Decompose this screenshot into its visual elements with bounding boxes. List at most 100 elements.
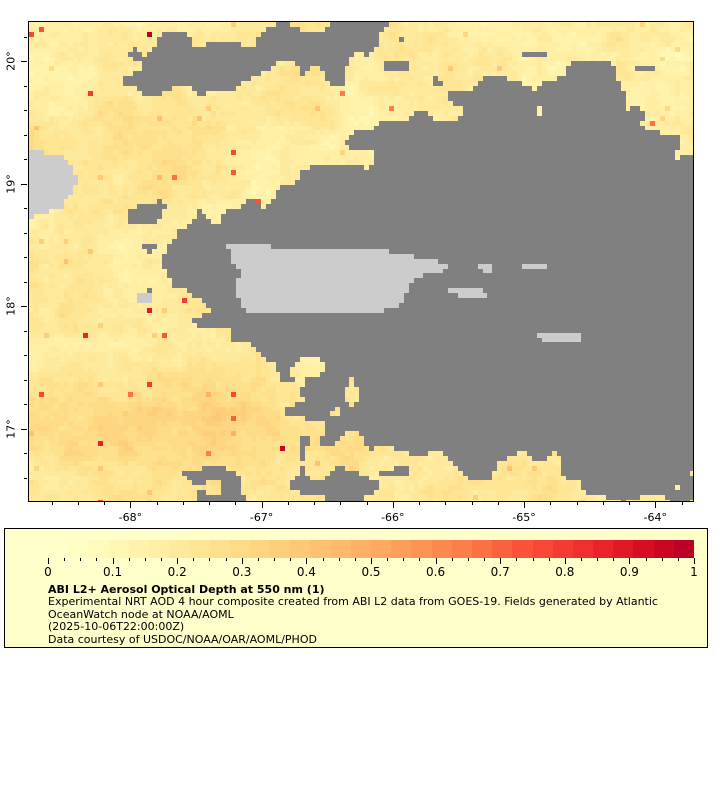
- colorbar-minor-tick: [613, 558, 614, 561]
- colorbar-major-tick: [177, 558, 178, 564]
- colorbar-minor-tick: [452, 558, 453, 561]
- y-axis-minor-tick: [24, 37, 27, 38]
- y-axis-minor-tick: [24, 208, 27, 209]
- colorbar-minor-tick: [193, 558, 194, 561]
- x-axis-minor-tick: [577, 502, 578, 505]
- x-axis-major-tick: [262, 502, 263, 508]
- y-axis-minor-tick: [24, 380, 27, 381]
- x-axis-minor-tick: [104, 502, 105, 505]
- colorbar-minor-tick: [355, 558, 356, 561]
- colorbar-minor-tick: [96, 558, 97, 561]
- colorbar-major-tick: [629, 558, 630, 564]
- x-axis-minor-tick: [445, 502, 446, 505]
- y-axis-minor-tick: [24, 282, 27, 283]
- colorbar-minor-tick: [646, 558, 647, 561]
- x-axis-minor-tick: [157, 502, 158, 505]
- y-axis-major-tick: [21, 184, 27, 185]
- colorbar-minor-tick: [129, 558, 130, 561]
- colorbar-minor-tick: [387, 558, 388, 561]
- y-axis-tick-label: 18°: [4, 296, 18, 317]
- colorbar-minor-tick: [274, 558, 275, 561]
- colorbar-minor-tick: [581, 558, 582, 561]
- x-axis-minor-tick: [183, 502, 184, 505]
- x-axis-minor-tick: [209, 502, 210, 505]
- colorbar-tick-label: 0.9: [619, 565, 639, 579]
- y-axis-tick-label: 20°: [4, 51, 18, 72]
- colorbar-minor-tick: [484, 558, 485, 561]
- legend-courtesy: Data courtesy of USDOC/NOAA/OAR/AOML/PHO…: [48, 632, 317, 646]
- legend-title: ABI L2+ Aerosol Optical Depth at 550 nm …: [48, 583, 325, 596]
- colorbar-major-tick: [565, 558, 566, 564]
- colorbar-tick-label: 0.5: [361, 565, 381, 579]
- colorbar-major-tick: [371, 558, 372, 564]
- colorbar-major-tick: [113, 558, 114, 564]
- x-axis-minor-tick: [498, 502, 499, 505]
- map-plot-area[interactable]: [28, 21, 694, 502]
- x-axis-tick-label: -67°: [249, 511, 274, 524]
- aod-raster-layer: [29, 22, 693, 501]
- y-axis-minor-tick: [24, 404, 27, 405]
- colorbar-major-tick: [48, 558, 49, 564]
- x-axis-minor-tick: [52, 502, 53, 505]
- y-axis-tick-label: 17°: [4, 419, 18, 439]
- x-axis-major-tick: [655, 502, 656, 508]
- colorbar-minor-tick: [226, 558, 227, 561]
- colorbar-minor-tick: [597, 558, 598, 561]
- y-axis-major-tick: [21, 61, 27, 62]
- y-axis-minor-tick: [24, 331, 27, 332]
- y-axis-minor-tick: [24, 159, 27, 160]
- legend-timestamp: (2025-10-06T22:00:00Z): [48, 620, 185, 633]
- colorbar-minor-tick: [549, 558, 550, 561]
- y-axis-minor-tick: [24, 110, 27, 111]
- colorbar-tick-label: 0.6: [426, 565, 446, 579]
- x-axis-minor-tick: [367, 502, 368, 505]
- colorbar-tick-label: 0: [44, 565, 52, 579]
- colorbar: [48, 540, 694, 558]
- colorbar-minor-tick: [516, 558, 517, 561]
- x-axis-minor-tick: [603, 502, 604, 505]
- colorbar-ticks: [48, 558, 695, 566]
- x-axis-major-tick: [393, 502, 394, 508]
- y-axis-minor-tick: [24, 453, 27, 454]
- legend-description-line-1: Experimental NRT AOD 4 hour composite cr…: [48, 595, 658, 608]
- x-axis-minor-tick: [235, 502, 236, 505]
- colorbar-major-tick: [306, 558, 307, 564]
- colorbar-tick-labels: 0 0.1 0.2 0.3 0.4 0.5 0.6 0.7 0.8 0.9 1: [44, 565, 698, 581]
- colorbar-gradient: [48, 540, 694, 558]
- colorbar-minor-tick: [161, 558, 162, 561]
- colorbar-minor-tick: [419, 558, 420, 561]
- y-axis-minor-tick: [24, 86, 27, 87]
- colorbar-tick-label: 0.3: [232, 565, 252, 579]
- colorbar-minor-tick: [533, 558, 534, 561]
- legend-description-line-2: OceanWatch node at NOAA/AOML: [48, 607, 234, 621]
- legend-text-block: ABI L2+ Aerosol Optical Depth at 550 nm …: [48, 583, 703, 646]
- colorbar-minor-tick: [662, 558, 663, 561]
- x-axis-minor-tick: [314, 502, 315, 505]
- y-axis-major-tick: [21, 429, 27, 430]
- x-axis-minor-tick: [682, 502, 683, 505]
- colorbar-minor-tick: [403, 558, 404, 561]
- colorbar-major-tick: [242, 558, 243, 564]
- x-axis-major-tick: [130, 502, 131, 508]
- y-axis-major-tick: [21, 306, 27, 307]
- colorbar-major-tick: [694, 558, 695, 564]
- colorbar-tick-label: 0.1: [103, 565, 123, 579]
- colorbar-minor-tick: [323, 558, 324, 561]
- colorbar-major-tick: [436, 558, 437, 564]
- colorbar-tick-label: 0.2: [167, 565, 187, 579]
- x-axis-minor-tick: [629, 502, 630, 505]
- x-axis-minor-tick: [419, 502, 420, 505]
- colorbar-minor-tick: [468, 558, 469, 561]
- x-axis-minor-tick: [78, 502, 79, 505]
- y-axis-minor-tick: [24, 233, 27, 234]
- colorbar-minor-tick: [209, 558, 210, 561]
- y-axis-tick-label: 19°: [4, 174, 18, 194]
- x-axis-minor-tick: [472, 502, 473, 505]
- colorbar-tick-label: 1: [690, 565, 698, 579]
- colorbar-minor-tick: [145, 558, 146, 561]
- colorbar-major-tick: [500, 558, 501, 564]
- colorbar-tick-label: 0.7: [490, 565, 510, 579]
- legend-panel: 0 0.1 0.2 0.3 0.4 0.5 0.6 0.7 0.8 0.9 1 ABI L2+ Ae…: [4, 528, 708, 648]
- x-axis-tick-label: -66°: [381, 511, 405, 524]
